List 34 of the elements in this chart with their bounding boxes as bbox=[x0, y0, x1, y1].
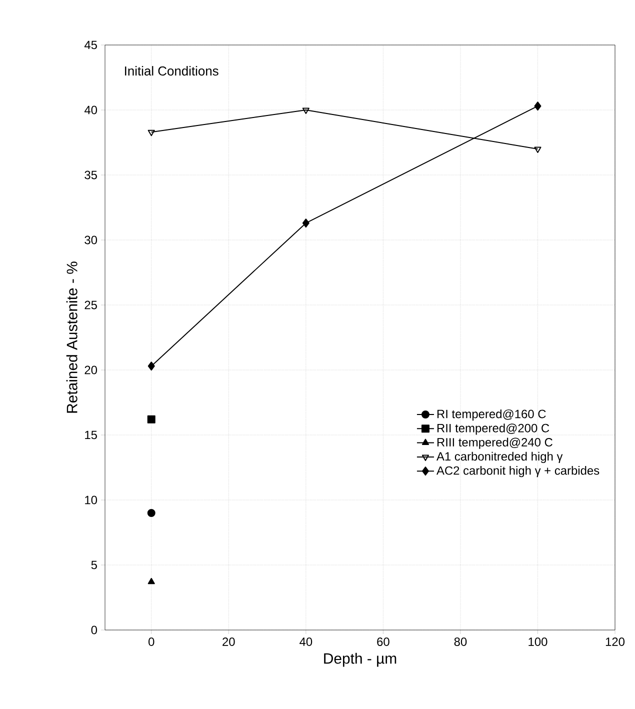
y-tick-label: 10 bbox=[85, 496, 98, 504]
y-tick-label: 30 bbox=[84, 236, 98, 244]
y-tick-label: 25 bbox=[84, 300, 97, 310]
y-tick-label: 40 bbox=[84, 106, 98, 114]
x-tick-label: 80 bbox=[454, 638, 467, 646]
x-tick-label: 120 bbox=[606, 638, 625, 646]
x-tick-label: 0 bbox=[148, 638, 154, 646]
point bbox=[147, 508, 156, 517]
y-tick-label: 15 bbox=[85, 430, 97, 440]
legend-label: AC2 carbonit high γ + carbides bbox=[436, 466, 600, 478]
point bbox=[148, 362, 155, 371]
y-tick-label: 5 bbox=[91, 560, 97, 570]
x-tick-label: 100 bbox=[528, 638, 548, 646]
legend-label: RII tempered@200 C bbox=[437, 424, 550, 435]
y-tick-label: 35 bbox=[84, 170, 97, 180]
x-tick-label: 20 bbox=[222, 638, 235, 646]
point bbox=[534, 146, 542, 153]
point bbox=[302, 218, 310, 228]
point bbox=[534, 102, 542, 111]
x-tick-label: 60 bbox=[377, 638, 390, 646]
y-tick-label: 0 bbox=[91, 626, 98, 634]
y-tick-label: 45 bbox=[84, 40, 97, 50]
y-axis-title: Retained Austenite - % bbox=[66, 262, 78, 413]
x-tick-label: 40 bbox=[300, 638, 312, 646]
y-tick-label: 20 bbox=[84, 366, 98, 374]
point bbox=[147, 415, 156, 424]
point bbox=[148, 130, 155, 136]
legend-label: RIII tempered@240 C bbox=[437, 438, 552, 449]
legend-label: A1 carbonitreded high γ bbox=[436, 452, 563, 464]
annotation: Initial Conditions bbox=[125, 66, 218, 76]
x-axis-title: Depth - µm bbox=[324, 652, 396, 667]
point bbox=[302, 108, 310, 114]
point bbox=[148, 578, 155, 584]
legend-label: RI tempered@160 C bbox=[437, 409, 546, 421]
